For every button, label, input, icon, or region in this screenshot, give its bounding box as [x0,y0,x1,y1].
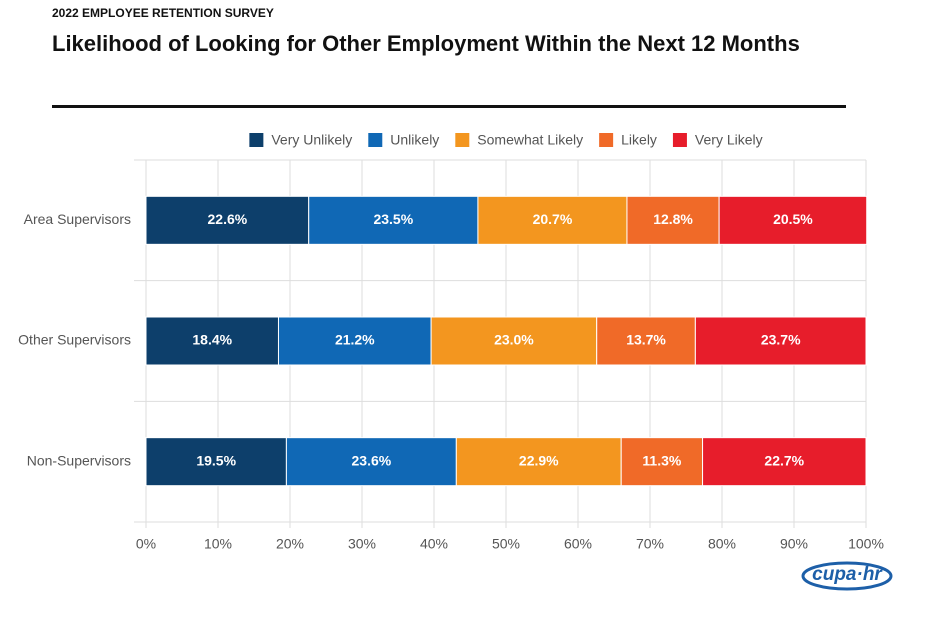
legend: Very Unlikely Unlikely Somewhat Likely Like… [249,132,763,148]
chart-title: Likelihood of Looking for Other Employme… [52,31,800,56]
x-tick-label: 20% [276,536,304,552]
value-label: 22.6% [208,211,248,227]
x-tick-label: 80% [708,536,736,552]
legend-label: Unlikely [390,132,439,148]
legend-label: Very Likely [695,132,763,148]
legend-label: Somewhat Likely [477,132,583,148]
value-label: 19.5% [196,452,236,468]
value-label: 12.8% [653,211,693,227]
bar-segment [145,316,279,366]
supertitle: 2022 EMPLOYEE RETENTION SURVEY [52,6,274,20]
x-tick-label: 70% [636,536,664,552]
value-label: 23.0% [494,332,534,348]
value-label: 22.9% [519,452,559,468]
value-label: 21.2% [335,332,375,348]
legend-label: Very Unlikely [271,132,352,148]
value-label: 18.4% [192,332,232,348]
legend-label: Likely [621,132,657,148]
bar-segment [620,437,704,487]
y-tick-label: Other Supervisors [18,332,131,348]
x-tick-label: 60% [564,536,592,552]
x-tick-label: 40% [420,536,448,552]
x-tick-label: 30% [348,536,376,552]
x-tick-label: 50% [492,536,520,552]
value-label: 11.3% [642,452,681,468]
legend-swatch [455,133,470,147]
x-tick-label: 90% [780,536,808,552]
bar-segment [277,316,432,366]
value-label: 22.7% [764,452,804,468]
logo-text: cupa·hr [812,564,883,585]
y-tick-label: Area Supervisors [24,211,131,227]
value-label: 20.5% [773,211,813,227]
logo: cupa·hr [801,561,893,591]
bar-segment [702,437,867,487]
x-tick-label: 100% [848,536,884,552]
legend-swatch [368,133,383,147]
value-label: 23.7% [761,332,801,348]
bar-segment [145,195,310,245]
logo-swoosh [801,561,893,591]
bar-segment [694,316,867,366]
x-tick-label: 0% [136,536,156,552]
title-rule [52,105,846,108]
bar-segment [596,316,696,366]
legend-swatch [672,133,687,147]
value-label: 23.6% [352,452,392,468]
bar-segment [308,195,479,245]
bar-segment [718,195,868,245]
bar-segment [430,316,598,366]
legend-swatch [599,133,614,147]
value-label: 20.7% [533,211,573,227]
x-tick-label: 10% [204,536,232,552]
value-label: 13.7% [626,332,666,348]
y-tick-label: Non-Supervisors [27,452,131,468]
legend-swatch [249,133,264,147]
value-label: 23.5% [373,211,413,227]
